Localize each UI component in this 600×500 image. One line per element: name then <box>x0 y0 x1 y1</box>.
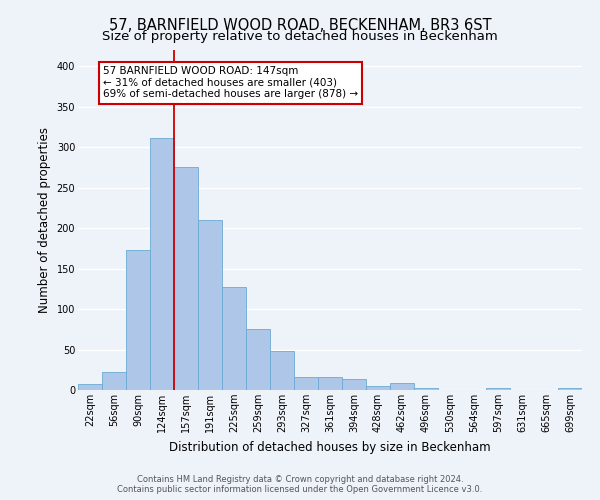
Text: Size of property relative to detached houses in Beckenham: Size of property relative to detached ho… <box>102 30 498 43</box>
Bar <box>342 378 366 390</box>
Bar <box>222 287 246 390</box>
Bar <box>246 330 270 390</box>
Bar <box>78 384 102 390</box>
Bar <box>126 250 150 390</box>
Y-axis label: Number of detached properties: Number of detached properties <box>38 127 51 313</box>
Bar <box>150 138 174 390</box>
Bar <box>270 351 294 390</box>
Bar <box>414 388 438 390</box>
Bar <box>198 220 222 390</box>
Bar <box>318 377 342 390</box>
Bar <box>558 388 582 390</box>
Text: Contains HM Land Registry data © Crown copyright and database right 2024.
Contai: Contains HM Land Registry data © Crown c… <box>118 474 482 494</box>
Bar <box>294 377 318 390</box>
Text: 57, BARNFIELD WOOD ROAD, BECKENHAM, BR3 6ST: 57, BARNFIELD WOOD ROAD, BECKENHAM, BR3 … <box>109 18 491 32</box>
Bar <box>102 372 126 390</box>
Bar <box>174 168 198 390</box>
Text: 57 BARNFIELD WOOD ROAD: 147sqm
← 31% of detached houses are smaller (403)
69% of: 57 BARNFIELD WOOD ROAD: 147sqm ← 31% of … <box>103 66 358 100</box>
Bar <box>366 386 390 390</box>
Bar <box>390 382 414 390</box>
X-axis label: Distribution of detached houses by size in Beckenham: Distribution of detached houses by size … <box>169 440 491 454</box>
Bar <box>486 388 510 390</box>
